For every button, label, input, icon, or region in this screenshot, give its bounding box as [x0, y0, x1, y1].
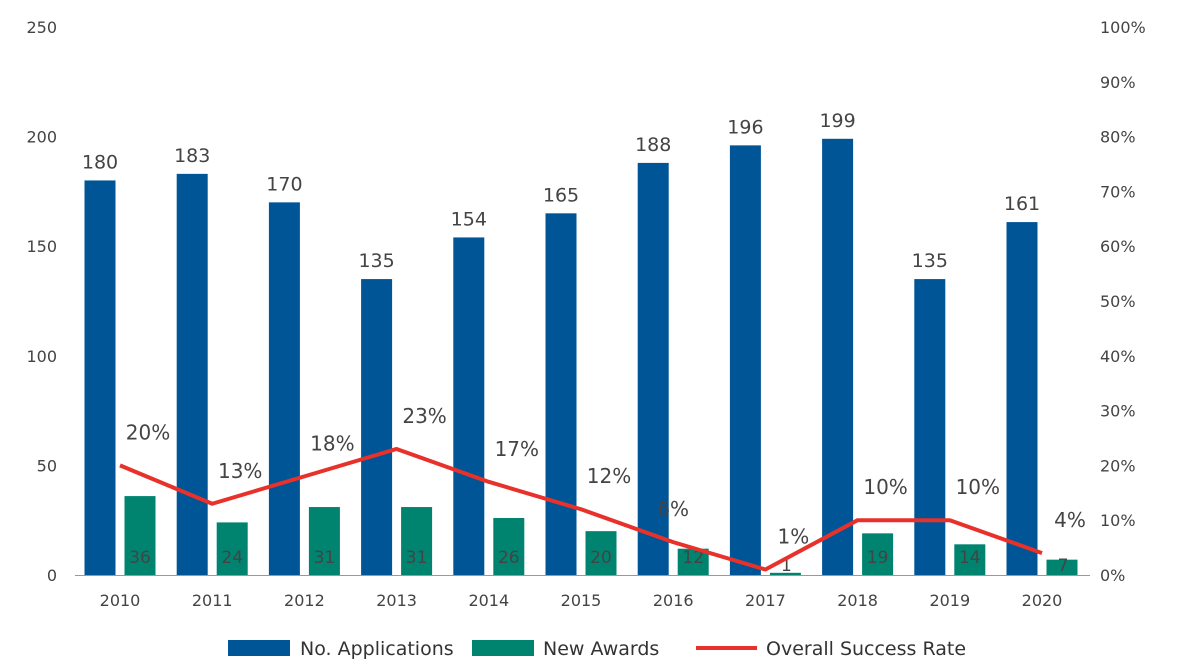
legend-swatch-awards: [472, 640, 534, 656]
awards-data-label: 12: [682, 548, 704, 568]
x-axis-tick-label: 2018: [837, 591, 878, 610]
awards-bar: [1046, 559, 1078, 575]
applications-bar: [729, 145, 761, 576]
awards-data-label: 14: [959, 548, 981, 568]
awards-bar: [954, 544, 986, 575]
awards-data-label: 31: [406, 548, 428, 568]
awards-data-label: 36: [129, 548, 151, 568]
legend-swatch-applications: [228, 640, 290, 656]
success-rate-data-label: 18%: [310, 431, 354, 455]
legend-label-applications: No. Applications: [300, 638, 454, 660]
legend-label-success-rate: Overall Success Rate: [766, 638, 966, 660]
right-axis-tick-label: 70%: [1100, 182, 1136, 201]
success-rate-data-label: 20%: [126, 420, 170, 444]
awards-data-label: 19: [867, 548, 889, 568]
applications-data-label: 154: [451, 208, 487, 230]
x-axis-tick-label: 2013: [376, 591, 417, 610]
right-axis-tick-label: 20%: [1100, 456, 1136, 475]
right-axis-tick-label: 30%: [1100, 402, 1136, 421]
right-axis-tick-label: 40%: [1100, 347, 1136, 366]
x-axis-tick-label: 2014: [468, 591, 509, 610]
applications-bar: [1006, 222, 1038, 575]
awards-bar: [862, 533, 894, 575]
applications-data-label: 183: [174, 145, 210, 167]
awards-data-label: 31: [314, 548, 336, 568]
awards-bar: [216, 522, 248, 575]
awards-data-label: 20: [590, 548, 612, 568]
success-rate-data-label: 4%: [1054, 508, 1086, 532]
success-rate-data-label: 6%: [657, 497, 689, 521]
right-axis-tick-label: 100%: [1100, 18, 1146, 37]
awards-bar: [585, 531, 617, 575]
right-axis-tick-label: 90%: [1100, 73, 1136, 92]
awards-data-label: 7: [1058, 556, 1069, 576]
applications-data-label: 196: [727, 116, 763, 138]
applications-data-label: 170: [266, 173, 302, 195]
left-axis-tick-label: 50: [37, 456, 57, 475]
success-rate-line: [119, 446, 1043, 572]
awards-bar: [493, 518, 525, 575]
x-axis-tick-label: 2019: [929, 591, 970, 610]
left-axis-tick-label: 0: [47, 566, 57, 585]
applications-bar: [84, 180, 116, 575]
success-rate-data-label: 10%: [956, 475, 1000, 499]
left-axis-tick-label: 100: [26, 347, 57, 366]
applications-bar: [453, 237, 485, 575]
right-axis-tick-label: 10%: [1100, 511, 1136, 530]
applications-data-label: 188: [635, 134, 671, 156]
right-axis-tick-label: 0%: [1100, 566, 1125, 585]
success-rate-data-label: 1%: [778, 525, 810, 549]
awards-bar: [124, 496, 156, 575]
x-axis-tick-label: 2017: [745, 591, 786, 610]
x-axis-tick-label: 2012: [284, 591, 325, 610]
x-axis-tick-label: 2020: [1022, 591, 1063, 610]
applications-bar: [176, 173, 208, 575]
success-rate-data-label: 10%: [863, 475, 907, 499]
success-rate-data-label: 17%: [495, 437, 539, 461]
left-axis-tick-label: 250: [26, 18, 57, 37]
x-axis-tick-label: 2015: [561, 591, 602, 610]
applications-data-label: 165: [543, 184, 579, 206]
applications-bar: [914, 279, 946, 575]
right-axis-tick-label: 60%: [1100, 237, 1136, 256]
applications-bar: [361, 279, 393, 575]
success-rate-data-label: 23%: [402, 404, 446, 428]
applications-data-label: 161: [1004, 193, 1040, 215]
x-axis-tick-label: 2011: [192, 591, 233, 610]
applications-data-label: 180: [82, 151, 118, 173]
right-axis-tick-label: 80%: [1100, 128, 1136, 147]
awards-data-label: 24: [221, 548, 243, 568]
applications-data-label: 135: [912, 250, 948, 272]
awards-data-label: 1: [781, 556, 792, 576]
awards-bar: [308, 507, 340, 575]
success-rate-data-label: 13%: [218, 459, 262, 483]
awards-bar: [401, 507, 433, 575]
left-axis-tick-label: 200: [26, 128, 57, 147]
applications-bar: [268, 202, 300, 576]
x-axis-tick-label: 2016: [653, 591, 694, 610]
left-axis-tick-label: 150: [26, 237, 57, 256]
success-rate-data-label: 12%: [587, 464, 631, 488]
awards-data-label: 26: [498, 548, 520, 568]
applications-data-label: 135: [358, 250, 394, 272]
applications-bar: [637, 162, 669, 576]
applications-bar: [822, 138, 854, 576]
right-axis-tick-label: 50%: [1100, 292, 1136, 311]
applications-data-label: 199: [819, 110, 855, 132]
x-axis-tick-label: 2010: [100, 591, 141, 610]
legend-label-awards: New Awards: [543, 638, 659, 660]
awards-bar: [769, 572, 801, 575]
applications-bar: [545, 213, 577, 575]
